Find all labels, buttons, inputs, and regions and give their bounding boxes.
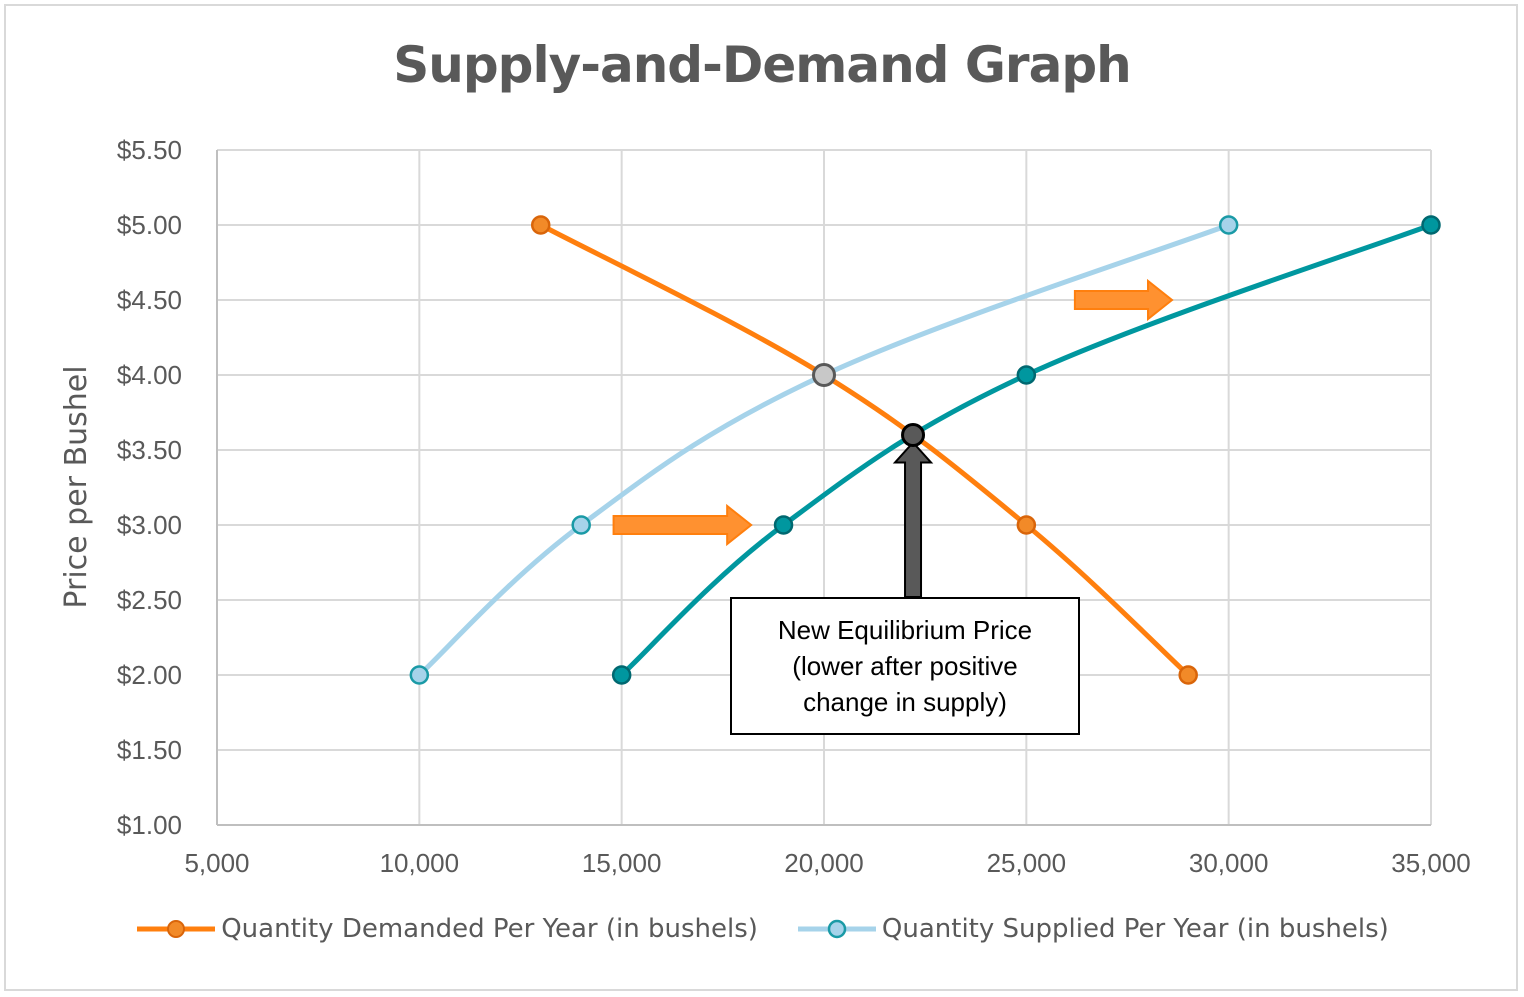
y-tick-label: $2.00 — [117, 660, 182, 690]
annotations — [612, 278, 1174, 598]
chart-frame — [4, 4, 1518, 991]
data-point — [1421, 215, 1441, 235]
legend-swatch-demand — [137, 920, 216, 938]
data-point — [571, 515, 591, 535]
chart-title: Supply-and-Demand Graph — [393, 36, 1131, 94]
y-tick-label: $1.50 — [117, 735, 182, 765]
data-point — [530, 215, 551, 235]
legend-label-supply: Quantity Supplied Per Year (in bushels) — [881, 914, 1389, 944]
legend-label-demand: Quantity Demanded Per Year (in bushels) — [221, 914, 758, 944]
series-markers — [409, 215, 1441, 685]
x-tick-label: 15,000 — [582, 848, 662, 878]
data-point — [611, 665, 632, 685]
y-tick-label: $5.50 — [117, 135, 182, 165]
data-point — [1016, 515, 1037, 535]
y-tick-label: $2.50 — [117, 585, 182, 615]
new-equilibrium-point — [901, 423, 926, 447]
y-tick-label: $5.00 — [117, 210, 182, 240]
y-tick-label: $4.00 — [117, 360, 182, 390]
data-point — [1016, 365, 1037, 385]
data-point — [1218, 215, 1239, 235]
x-tick-labels: 5,000 10,000 15,000 20,000 25,000 30,000 35,00… — [184, 848, 1470, 878]
callout-line-1: New Equilibrium Price — [777, 615, 1033, 645]
legend-swatch-supply — [797, 919, 876, 939]
x-tick-label: 10,000 — [380, 848, 460, 878]
data-point — [773, 515, 794, 535]
data-point — [409, 665, 430, 685]
y-axis-label: Price per Bushel — [59, 365, 94, 608]
x-tick-label: 20,000 — [784, 848, 864, 878]
y-tick-labels: $1.00 $1.50 $2.00 $2.50 $3.00 $3.50 $4.00 $4.50… — [117, 135, 182, 840]
legend: Quantity Demanded Per Year (in bushels) … — [0, 914, 1524, 944]
y-tick-label: $1.00 — [117, 810, 182, 840]
callout-line-3: change in supply) — [803, 687, 1007, 717]
original-equilibrium-point — [812, 363, 836, 387]
shift-arrow — [612, 503, 753, 547]
series-line-1 — [416, 222, 1232, 678]
x-tick-label: 25,000 — [987, 848, 1067, 878]
x-tick-label: 30,000 — [1189, 848, 1269, 878]
callout-line-2: (lower after positive — [792, 651, 1018, 681]
y-tick-label: $4.50 — [117, 285, 182, 315]
y-tick-label: $3.00 — [117, 510, 182, 540]
equilibrium-callout: New Equilibrium Price (lower after posit… — [730, 597, 1080, 735]
x-tick-label: 5,000 — [184, 848, 249, 878]
y-tick-label: $3.50 — [117, 435, 182, 465]
legend-item-supply: Quantity Supplied Per Year (in bushels) — [796, 914, 1389, 944]
equilibrium-arrow — [892, 441, 934, 598]
data-point — [1178, 665, 1198, 685]
legend-item-demand: Quantity Demanded Per Year (in bushels) — [135, 914, 758, 944]
series-line-2 — [619, 222, 1434, 678]
x-tick-label: 35,000 — [1391, 848, 1471, 878]
shift-arrow — [1073, 278, 1174, 322]
